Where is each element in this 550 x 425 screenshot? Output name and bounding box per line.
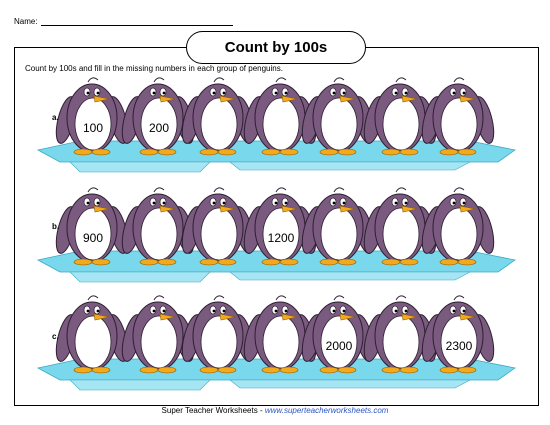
penguin bbox=[55, 187, 129, 266]
penguin bbox=[181, 187, 255, 266]
footer-text: Super Teacher Worksheets - bbox=[161, 406, 265, 415]
worksheet-title: Count by 100s bbox=[186, 31, 366, 64]
penguin bbox=[121, 187, 195, 266]
row-label-b: b. bbox=[52, 222, 60, 231]
penguin bbox=[421, 295, 495, 374]
penguin bbox=[421, 77, 495, 156]
penguin bbox=[181, 77, 255, 156]
penguin bbox=[301, 187, 375, 266]
penguin bbox=[55, 77, 129, 156]
name-line[interactable] bbox=[41, 25, 233, 26]
penguin bbox=[301, 77, 375, 156]
penguin bbox=[55, 295, 129, 374]
penguin-number[interactable]: 1200 bbox=[268, 231, 295, 245]
penguin bbox=[121, 77, 195, 156]
footer: Super Teacher Worksheets - www.superteac… bbox=[0, 406, 550, 415]
penguin-number[interactable]: 200 bbox=[149, 121, 169, 135]
penguin-number[interactable]: 2000 bbox=[326, 339, 353, 353]
penguin-number[interactable]: 100 bbox=[83, 121, 103, 135]
penguin-number[interactable]: 900 bbox=[83, 231, 103, 245]
penguin bbox=[243, 295, 317, 374]
penguin-number[interactable]: 2300 bbox=[446, 339, 473, 353]
name-label: Name: bbox=[14, 17, 38, 26]
penguin bbox=[421, 187, 495, 266]
instructions: Count by 100s and fill in the missing nu… bbox=[25, 64, 283, 73]
penguin bbox=[243, 77, 317, 156]
penguin bbox=[181, 295, 255, 374]
row-label-a: a. bbox=[52, 113, 59, 122]
row-label-c: c. bbox=[52, 332, 59, 341]
penguin bbox=[363, 187, 437, 266]
footer-link[interactable]: www.superteacherworksheets.com bbox=[264, 406, 389, 415]
